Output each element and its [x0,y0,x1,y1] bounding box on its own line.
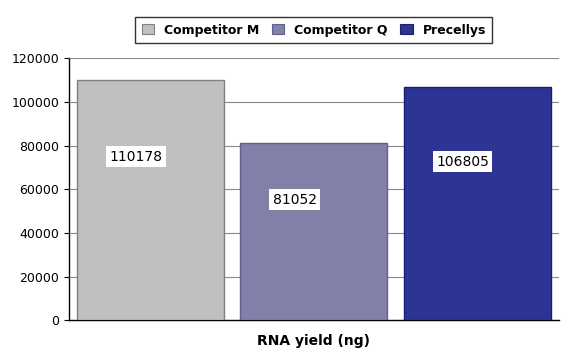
Text: 106805: 106805 [436,155,489,169]
Bar [404,87,551,320]
Text: 81052: 81052 [273,193,317,207]
Bar [241,143,387,320]
Text: 110178: 110178 [109,150,162,164]
Legend: Competitor M, Competitor Q, Precellys: Competitor M, Competitor Q, Precellys [135,17,492,43]
X-axis label: RNA yield (ng): RNA yield (ng) [257,333,370,348]
Bar [77,80,224,320]
